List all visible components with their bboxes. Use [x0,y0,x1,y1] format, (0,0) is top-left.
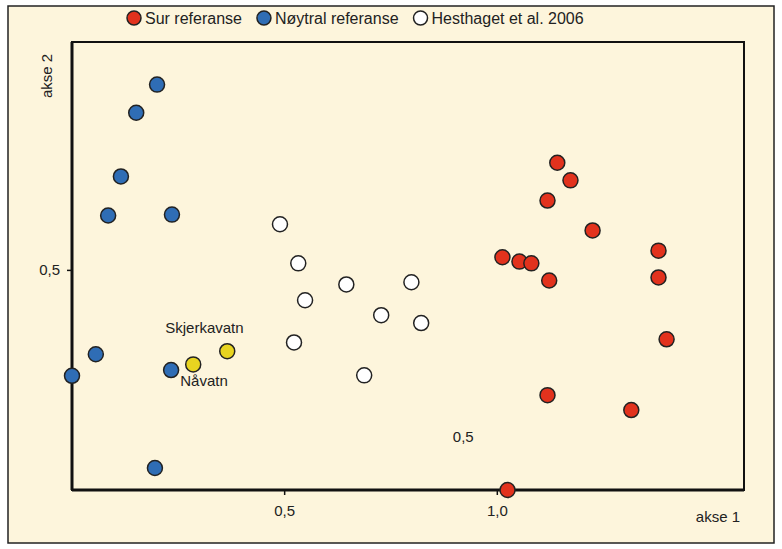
point [287,335,302,350]
point [101,208,116,223]
point [585,223,600,238]
point [563,173,578,188]
x-axis-label: akse 1 [696,508,740,525]
point [540,388,555,403]
points [65,77,675,497]
point [374,308,389,323]
x-tick-label: 0,5 [274,502,295,519]
legend-marker [414,11,428,25]
point [298,293,313,308]
point [414,316,429,331]
point [550,155,565,170]
point [651,270,666,285]
chart: 0,5 1,0 0,5 akse 1 akse 2 Nåvatn Skjerkavatn 0,… [0,0,782,549]
annotation: 0,5 [453,428,474,445]
legend-label: Hesthaget et al. 2006 [432,10,584,27]
legend-label: Nøytral referanse [275,10,399,27]
x-tick [284,490,286,495]
y-tick-label: 0,5 [39,261,60,278]
x-tick [497,490,499,495]
point [150,77,165,92]
y-axis-label: akse 2 [38,54,55,98]
point-label: Nåvatn [180,372,228,389]
point [624,403,639,418]
point [404,275,419,290]
x-tick-label: 1,0 [487,502,508,519]
point [164,363,179,378]
point [164,207,179,222]
point [357,368,372,383]
plot-frame [72,42,744,490]
point [339,277,354,292]
point [272,217,287,232]
point [542,273,557,288]
point [500,483,515,498]
y-tick [67,270,72,272]
y-axis [71,42,74,490]
panel [8,6,774,543]
point [129,105,144,120]
legend-marker [257,11,271,25]
legend-label: Sur referanse [145,10,242,27]
point [659,332,674,347]
point [291,256,306,271]
point [113,169,128,184]
point [495,250,510,265]
point [651,243,666,258]
point [524,256,539,271]
x-axis [72,489,744,492]
point [220,344,235,359]
point [186,357,201,372]
point-label: Skjerkavatn [165,319,243,336]
point [65,368,80,383]
point [88,347,103,362]
point [147,461,162,476]
legend-marker [127,11,141,25]
point [540,193,555,208]
